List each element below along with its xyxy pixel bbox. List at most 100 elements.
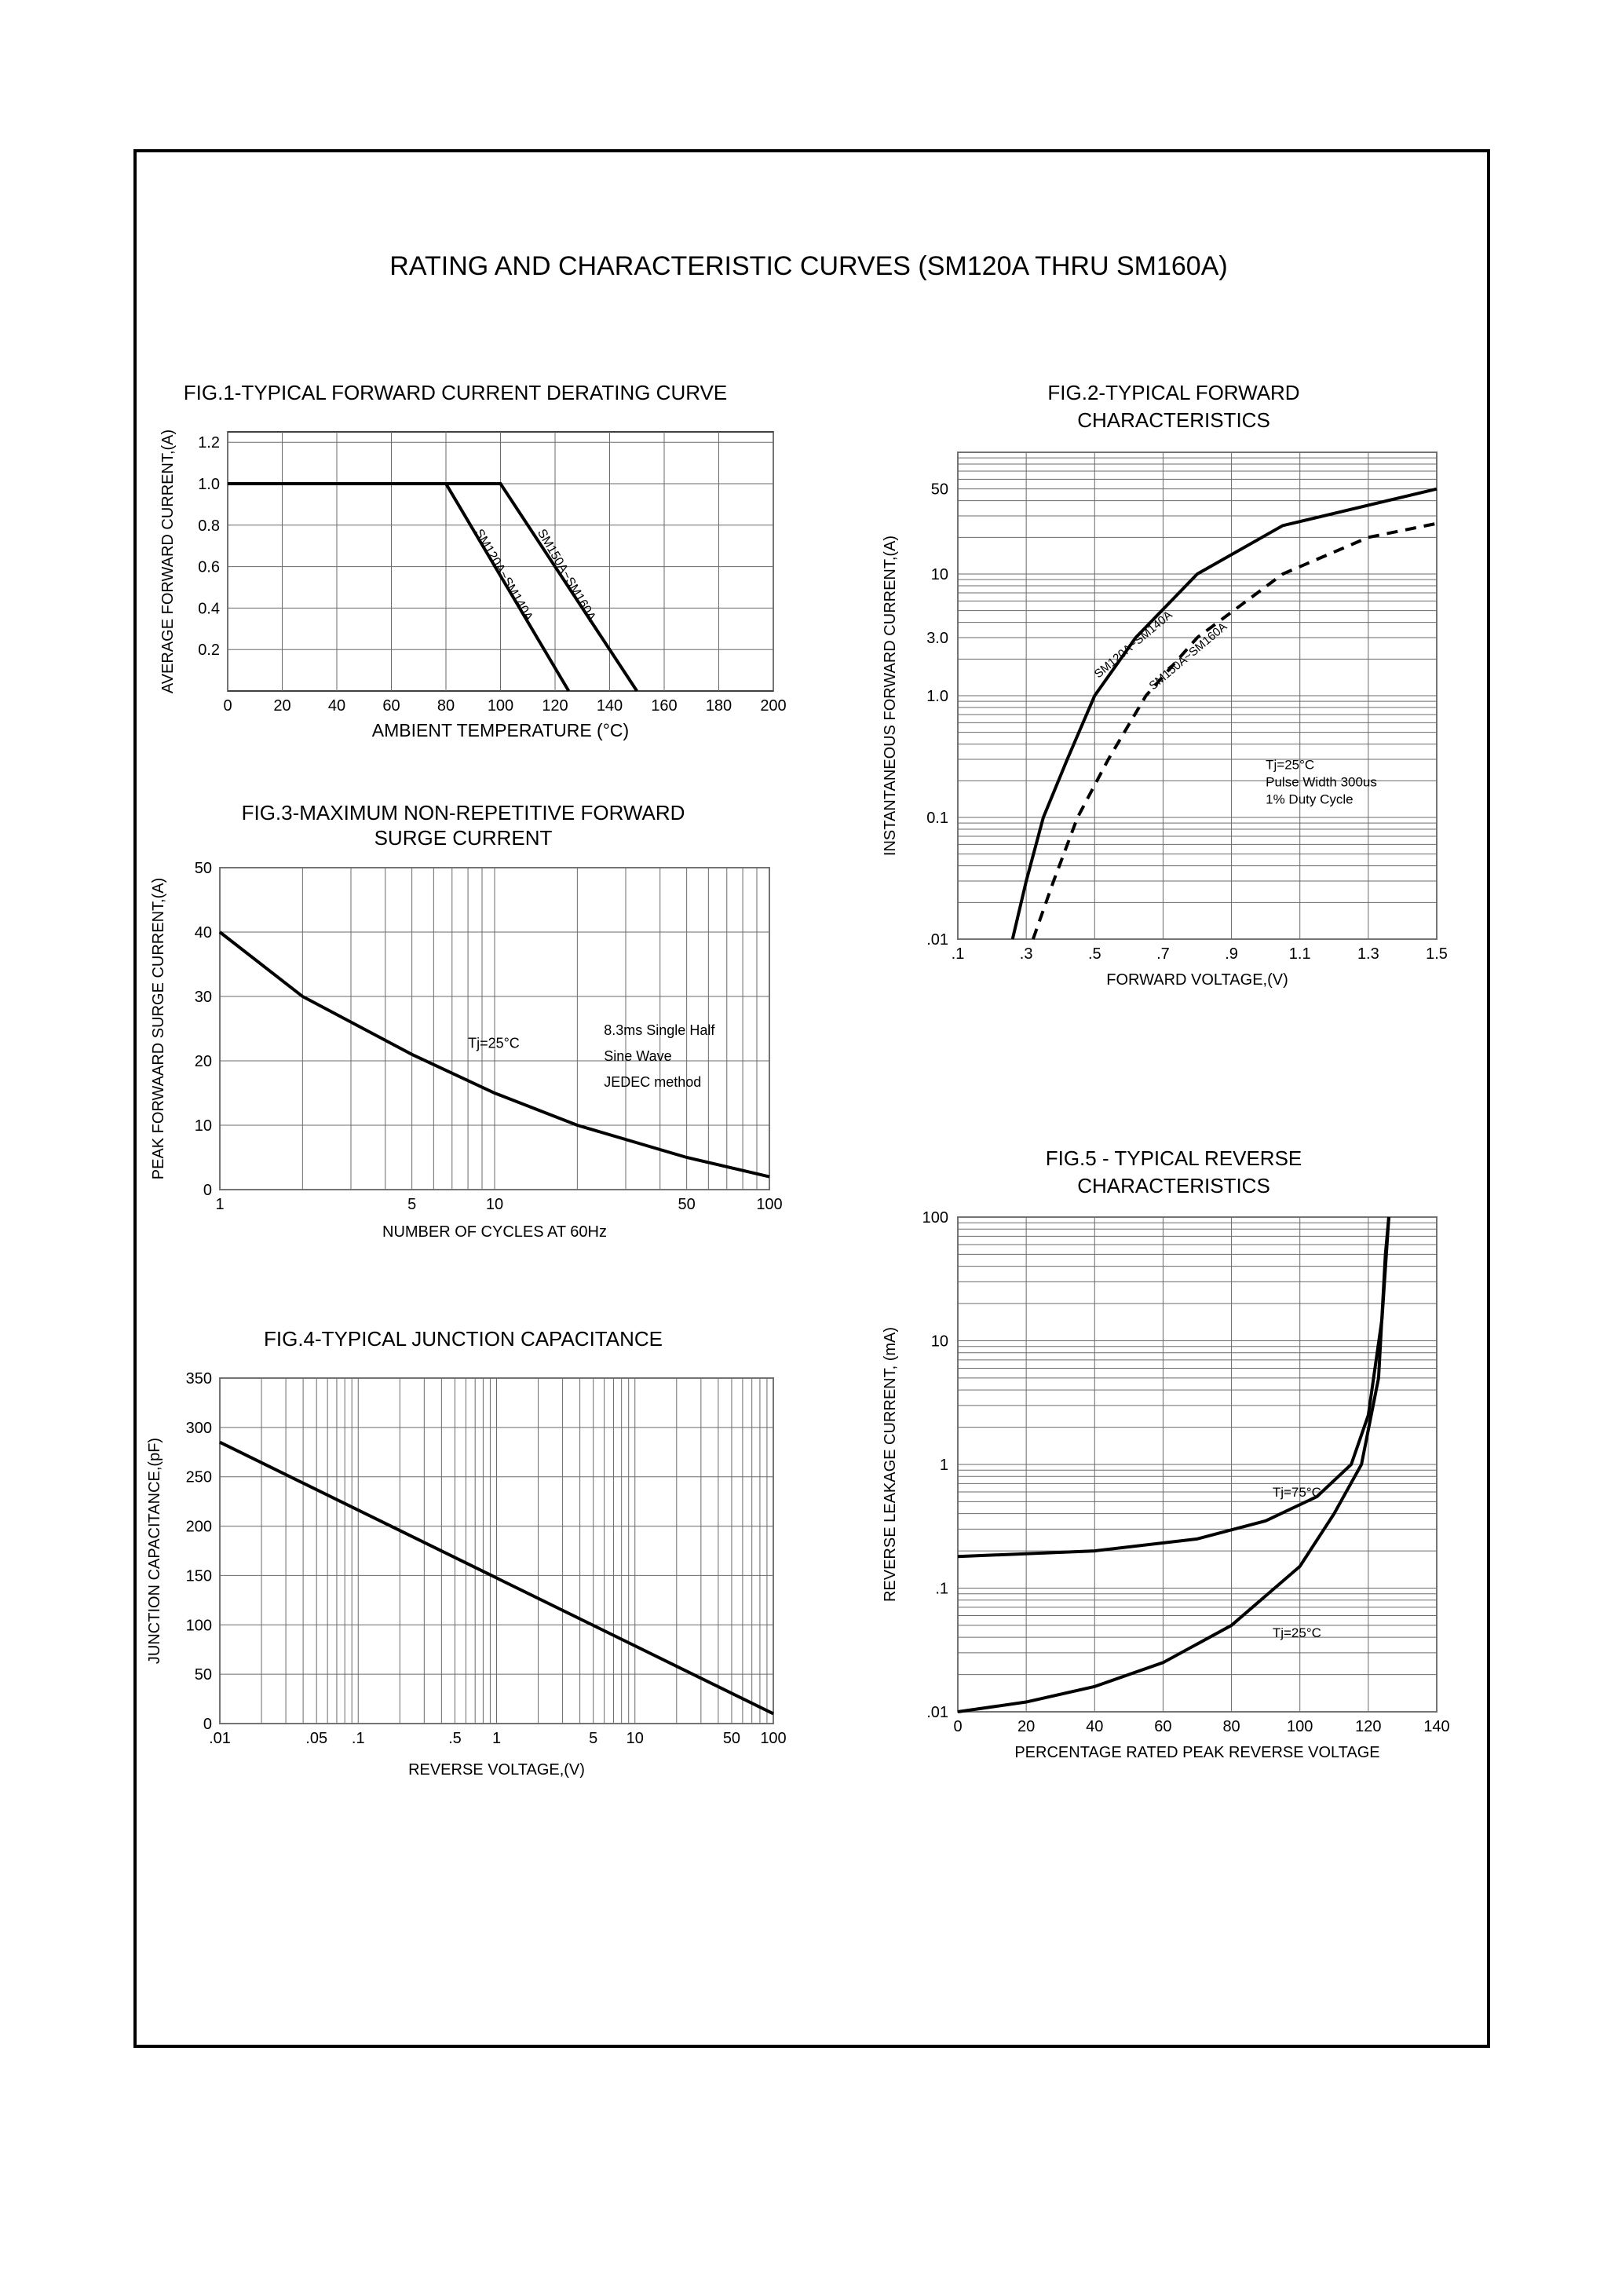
svg-text:0.6: 0.6 (198, 559, 220, 576)
svg-text:100: 100 (1287, 1718, 1313, 1735)
svg-text:40: 40 (1086, 1718, 1103, 1735)
svg-text:8.3ms Single Half: 8.3ms Single Half (604, 1022, 715, 1038)
fig5-title-line1: FIG.5 - TYPICAL REVERSE (942, 1146, 1405, 1171)
svg-text:.7: .7 (1156, 945, 1170, 963)
svg-text:.01: .01 (926, 1704, 948, 1721)
svg-text:10: 10 (931, 1333, 948, 1351)
fig3-title-line2: SURGE CURRENT (181, 826, 746, 850)
svg-text:250: 250 (186, 1469, 212, 1486)
svg-text:150: 150 (186, 1567, 212, 1585)
svg-text:20: 20 (273, 697, 290, 715)
svg-text:50: 50 (931, 481, 948, 499)
svg-text:Tj=25°C: Tj=25°C (468, 1036, 520, 1051)
svg-text:100: 100 (756, 1196, 782, 1213)
svg-text:200: 200 (760, 697, 786, 715)
svg-text:.1: .1 (935, 1581, 948, 1598)
svg-text:1.2: 1.2 (198, 434, 220, 452)
svg-text:60: 60 (1154, 1718, 1171, 1735)
svg-text:1.0: 1.0 (198, 476, 220, 493)
svg-text:100: 100 (760, 1730, 786, 1747)
fig2-title-line1: FIG.2-TYPICAL FORWARD (942, 381, 1405, 405)
svg-text:1: 1 (492, 1730, 501, 1747)
svg-text:.1: .1 (352, 1730, 365, 1747)
svg-text:350: 350 (186, 1370, 212, 1387)
svg-text:100: 100 (488, 697, 513, 715)
svg-text:180: 180 (706, 697, 732, 715)
fig4-title: FIG.4-TYPICAL JUNCTION CAPACITANCE (181, 1327, 746, 1351)
svg-text:40: 40 (328, 697, 345, 715)
svg-text:0: 0 (203, 1182, 212, 1199)
svg-text:140: 140 (1423, 1718, 1449, 1735)
svg-text:Tj=25°C: Tj=25°C (1266, 757, 1314, 772)
svg-text:50: 50 (678, 1196, 696, 1213)
svg-text:JEDEC method: JEDEC method (604, 1074, 701, 1090)
svg-text:5: 5 (589, 1730, 597, 1747)
fig2-chart: .1.3.5.7.91.11.31.5.010.11.03.01050SM120… (871, 437, 1452, 1018)
svg-text:1.0: 1.0 (926, 688, 948, 705)
svg-text:50: 50 (195, 1666, 212, 1684)
svg-text:200: 200 (186, 1519, 212, 1536)
svg-text:20: 20 (1017, 1718, 1035, 1735)
svg-text:10: 10 (195, 1117, 212, 1135)
svg-text:SM120A~SM140A: SM120A~SM140A (472, 527, 535, 623)
svg-text:1: 1 (940, 1457, 948, 1474)
svg-text:.5: .5 (448, 1730, 462, 1747)
svg-text:10: 10 (931, 566, 948, 583)
fig5-chart: 020406080100120140.01.1110100Tj=25°CTj=7… (871, 1201, 1452, 1790)
svg-text:SM150A~SM160A: SM150A~SM160A (535, 527, 598, 623)
svg-text:Tj=75°C: Tj=75°C (1273, 1485, 1321, 1500)
svg-text:1.1: 1.1 (1289, 945, 1311, 963)
fig3-title-line1: FIG.3-MAXIMUM NON-REPETITIVE FORWARD (181, 801, 746, 825)
svg-text:INSTANTANEOUS FORWARD CURRENT,: INSTANTANEOUS FORWARD CURRENT,(A) (882, 536, 899, 856)
svg-text:40: 40 (195, 924, 212, 941)
svg-text:20: 20 (195, 1053, 212, 1070)
svg-text:FORWARD VOLTAGE,(V): FORWARD VOLTAGE,(V) (1106, 971, 1288, 989)
fig2-title-line2: CHARACTERISTICS (942, 408, 1405, 433)
svg-text:REVERSE VOLTAGE,(V): REVERSE VOLTAGE,(V) (408, 1761, 585, 1779)
svg-text:80: 80 (437, 697, 455, 715)
svg-text:0.2: 0.2 (198, 642, 220, 659)
svg-text:0.1: 0.1 (926, 810, 948, 827)
svg-text:.3: .3 (1020, 945, 1033, 963)
fig1-chart: 0204060801001201401601802000.20.40.60.81… (153, 416, 789, 754)
svg-text:.9: .9 (1225, 945, 1238, 963)
svg-text:100: 100 (922, 1209, 948, 1227)
svg-text:120: 120 (1355, 1718, 1381, 1735)
svg-text:.1: .1 (952, 945, 965, 963)
svg-text:PEAK FORWAARD SURGE CURRENT,(A: PEAK FORWAARD SURGE CURRENT,(A) (150, 878, 167, 1179)
svg-text:.01: .01 (209, 1730, 231, 1747)
svg-text:50: 50 (195, 860, 212, 877)
svg-text:3.0: 3.0 (926, 630, 948, 647)
svg-text:Pulse Width 300us: Pulse Width 300us (1266, 774, 1377, 789)
svg-text:160: 160 (651, 697, 677, 715)
svg-text:1.5: 1.5 (1426, 945, 1448, 963)
svg-text:NUMBER OF CYCLES AT 60Hz: NUMBER OF CYCLES AT 60Hz (382, 1223, 607, 1241)
svg-text:AMBIENT TEMPERATURE (°C): AMBIENT TEMPERATURE (°C) (372, 720, 629, 740)
svg-text:JUNCTION CAPACITANCE,(pF): JUNCTION CAPACITANCE,(pF) (146, 1438, 163, 1664)
svg-text:AVERAGE FORWARD CURRENT,(A): AVERAGE FORWARD CURRENT,(A) (159, 430, 177, 693)
svg-text:0: 0 (223, 697, 232, 715)
svg-text:1.3: 1.3 (1357, 945, 1379, 963)
svg-text:1% Duty Cycle: 1% Duty Cycle (1266, 792, 1353, 806)
fig5-title-line2: CHARACTERISTICS (942, 1174, 1405, 1198)
page-title: RATING AND CHARACTERISTIC CURVES (SM120A… (298, 251, 1319, 282)
fig1-title: FIG.1-TYPICAL FORWARD CURRENT DERATING C… (173, 381, 738, 405)
svg-text:0: 0 (953, 1718, 962, 1735)
svg-text:60: 60 (382, 697, 400, 715)
svg-text:0.8: 0.8 (198, 517, 220, 535)
svg-text:.05: .05 (305, 1730, 327, 1747)
fig4-chart: .01.05.1.5151050100050100150200250300350… (137, 1362, 789, 1802)
fig3-chart: 1 5 10 50 100 0 10 20 30 40 50 Tj=25°C 8.3ms Single … (141, 852, 785, 1260)
svg-text:PERCENTAGE RATED PEAK REVERSE: PERCENTAGE RATED PEAK REVERSE VOLTAGE (1014, 1744, 1379, 1761)
svg-text:.01: .01 (926, 931, 948, 949)
svg-text:.5: .5 (1088, 945, 1101, 963)
svg-text:30: 30 (195, 989, 212, 1006)
svg-text:1: 1 (215, 1196, 224, 1213)
svg-text:10: 10 (486, 1196, 503, 1213)
svg-text:100: 100 (186, 1617, 212, 1634)
svg-text:120: 120 (542, 697, 568, 715)
svg-text:5: 5 (407, 1196, 416, 1213)
svg-text:300: 300 (186, 1420, 212, 1437)
svg-text:Sine Wave: Sine Wave (604, 1048, 671, 1064)
svg-text:REVERSE LEAKAGE CURRENT, (mA): REVERSE LEAKAGE CURRENT, (mA) (882, 1327, 899, 1602)
